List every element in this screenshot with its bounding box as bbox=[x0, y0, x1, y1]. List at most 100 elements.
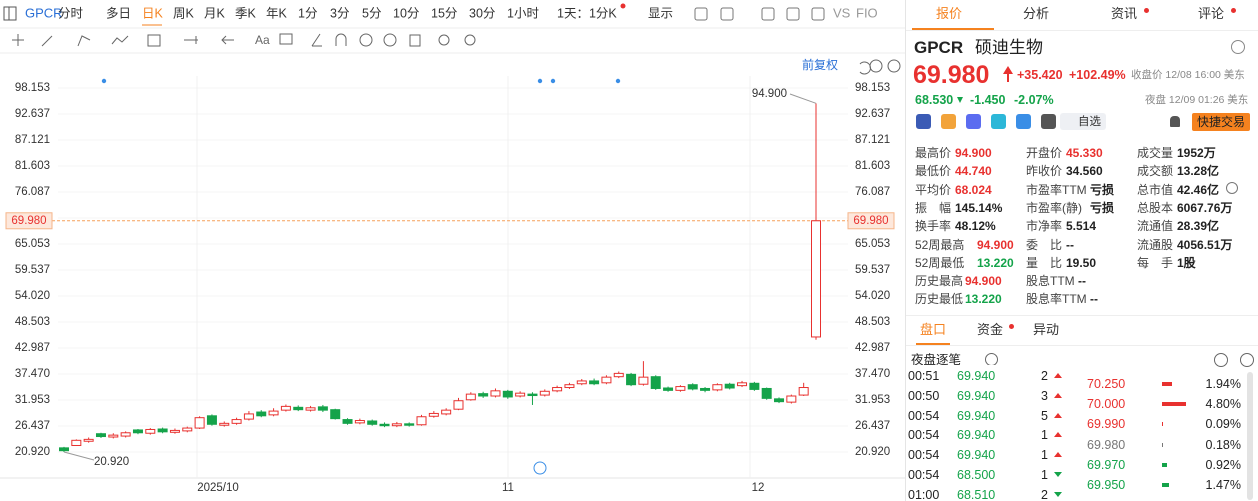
y-tick-label: 48.503 bbox=[15, 316, 50, 328]
period-button[interactable]: 分时 bbox=[58, 6, 84, 20]
period-button[interactable]: 日K bbox=[142, 6, 164, 20]
stat-value: 145.14% bbox=[955, 200, 1003, 215]
watch-button-bg bbox=[1060, 113, 1106, 130]
angle-tool[interactable] bbox=[311, 33, 322, 47]
zoom-out[interactable] bbox=[869, 59, 883, 73]
y-tick-label-right: 81.603 bbox=[855, 160, 890, 172]
hide-tool[interactable] bbox=[383, 33, 397, 47]
scroll-up bbox=[1240, 353, 1254, 367]
period-button[interactable]: 1分 bbox=[298, 6, 317, 20]
sub-tab[interactable]: 盘口 bbox=[920, 322, 947, 337]
adjust-mode[interactable]: 前复权 bbox=[802, 57, 838, 72]
y-tick-label: 42.987 bbox=[15, 342, 50, 354]
night-price: 68.530 bbox=[915, 93, 954, 107]
tab[interactable]: 评论 bbox=[1198, 6, 1225, 21]
vs-button[interactable]: VS bbox=[833, 5, 851, 20]
y-tick-label: 26.437 bbox=[15, 420, 50, 432]
stat-value: 44.740 bbox=[955, 164, 992, 179]
dist-pct: 1.47% bbox=[1205, 478, 1241, 492]
event-dot[interactable] bbox=[537, 78, 543, 84]
period-button[interactable]: 30分 bbox=[469, 6, 495, 20]
watch-button[interactable]: 自选 bbox=[1078, 116, 1101, 128]
layout-icon[interactable] bbox=[3, 6, 17, 21]
fib-tool[interactable] bbox=[147, 34, 161, 47]
sub-tab[interactable]: 异动 bbox=[1033, 322, 1060, 337]
period-button[interactable]: 周K bbox=[173, 6, 195, 20]
tab[interactable]: 报价 bbox=[936, 6, 963, 21]
zoom-in[interactable] bbox=[887, 59, 901, 73]
trade-button[interactable]: 快捷交易 bbox=[1192, 113, 1251, 131]
tab[interactable]: 分析 bbox=[1023, 6, 1050, 21]
crosshair-tool[interactable] bbox=[12, 34, 24, 46]
sub-tab-underline bbox=[916, 343, 950, 345]
stat-value: 13.220 bbox=[965, 292, 1002, 307]
candle-body bbox=[601, 376, 612, 384]
period-button[interactable]: 多日 bbox=[106, 6, 131, 20]
line-tool[interactable] bbox=[41, 35, 53, 47]
camera-icon[interactable] bbox=[761, 7, 775, 21]
delete-tool[interactable] bbox=[409, 34, 421, 47]
text-tool[interactable]: Aa bbox=[255, 33, 270, 47]
active-tab-underline bbox=[912, 28, 994, 30]
period-button[interactable]: 月K bbox=[204, 6, 226, 20]
sub-divider bbox=[906, 345, 1258, 346]
candle-body bbox=[317, 406, 328, 411]
note-tool[interactable] bbox=[279, 33, 293, 45]
ticks-title[interactable]: 夜盘逐笔 bbox=[911, 353, 962, 367]
event-dot[interactable] bbox=[615, 78, 621, 84]
stat-value: 亏损 bbox=[1090, 200, 1115, 215]
reset-icon[interactable] bbox=[859, 61, 871, 75]
event-dot[interactable] bbox=[101, 78, 107, 84]
us-flag-icon bbox=[916, 114, 931, 129]
display-menu[interactable]: 显示 bbox=[648, 6, 673, 20]
measure-tool[interactable] bbox=[184, 36, 198, 44]
stat-value: 34.560 bbox=[1066, 164, 1103, 179]
period-button[interactable]: 3分 bbox=[330, 6, 349, 20]
stat-label: 市净率 bbox=[1026, 219, 1063, 234]
symbol[interactable]: GPCR bbox=[25, 5, 63, 20]
candle-body bbox=[428, 412, 439, 417]
candle-body bbox=[330, 409, 341, 420]
lock-tool[interactable] bbox=[359, 33, 373, 47]
settings-tool[interactable] bbox=[464, 34, 476, 46]
channel-tool[interactable] bbox=[77, 35, 91, 47]
period-button[interactable]: 1小时 bbox=[507, 6, 539, 20]
pen-icon[interactable] bbox=[786, 7, 800, 21]
night-change-pct: -2.07% bbox=[1014, 93, 1054, 107]
tab[interactable]: 资讯 bbox=[1111, 6, 1138, 21]
ticks-clip bbox=[906, 368, 1258, 369]
period-button[interactable]: 5分 bbox=[362, 6, 381, 20]
trade-time: 00:51 bbox=[908, 369, 940, 383]
y-tick-label: 98.153 bbox=[15, 82, 50, 94]
stat-value: 19.50 bbox=[1066, 255, 1097, 270]
period-button[interactable]: 季K bbox=[235, 6, 257, 20]
trade-qty: 2 bbox=[1041, 487, 1048, 501]
earnings-icon[interactable] bbox=[533, 461, 547, 475]
y-tick-label: 37.470 bbox=[15, 368, 50, 380]
arrow-tool[interactable] bbox=[221, 35, 234, 45]
candle-body bbox=[539, 390, 550, 396]
dist-price: 69.970 bbox=[1087, 457, 1126, 472]
settings-icon[interactable] bbox=[694, 7, 708, 21]
dist-bar bbox=[1162, 483, 1170, 487]
period-button[interactable]: 10分 bbox=[393, 6, 419, 20]
compare-tool[interactable] bbox=[438, 34, 450, 46]
candle-body bbox=[700, 387, 711, 391]
sub-tab[interactable]: 资金 bbox=[977, 322, 1004, 337]
period-button[interactable]: 年K bbox=[266, 6, 288, 20]
period-button[interactable]: 1天：1分K bbox=[557, 6, 617, 20]
candle-body bbox=[650, 376, 661, 389]
dist-bar bbox=[1162, 422, 1163, 427]
event-dot[interactable] bbox=[550, 78, 556, 84]
dist-pct: 0.18% bbox=[1205, 437, 1241, 452]
expand-icon[interactable] bbox=[811, 7, 825, 21]
magnet-tool[interactable] bbox=[335, 33, 347, 46]
trade-arrow bbox=[1054, 452, 1062, 458]
wave-tool[interactable] bbox=[111, 35, 129, 45]
stat-label: 最低价 bbox=[915, 164, 952, 179]
square-icon[interactable] bbox=[720, 7, 734, 21]
candle-body bbox=[71, 439, 82, 446]
fio-button[interactable]: FIO bbox=[856, 5, 878, 20]
period-button[interactable]: 15分 bbox=[431, 6, 457, 20]
